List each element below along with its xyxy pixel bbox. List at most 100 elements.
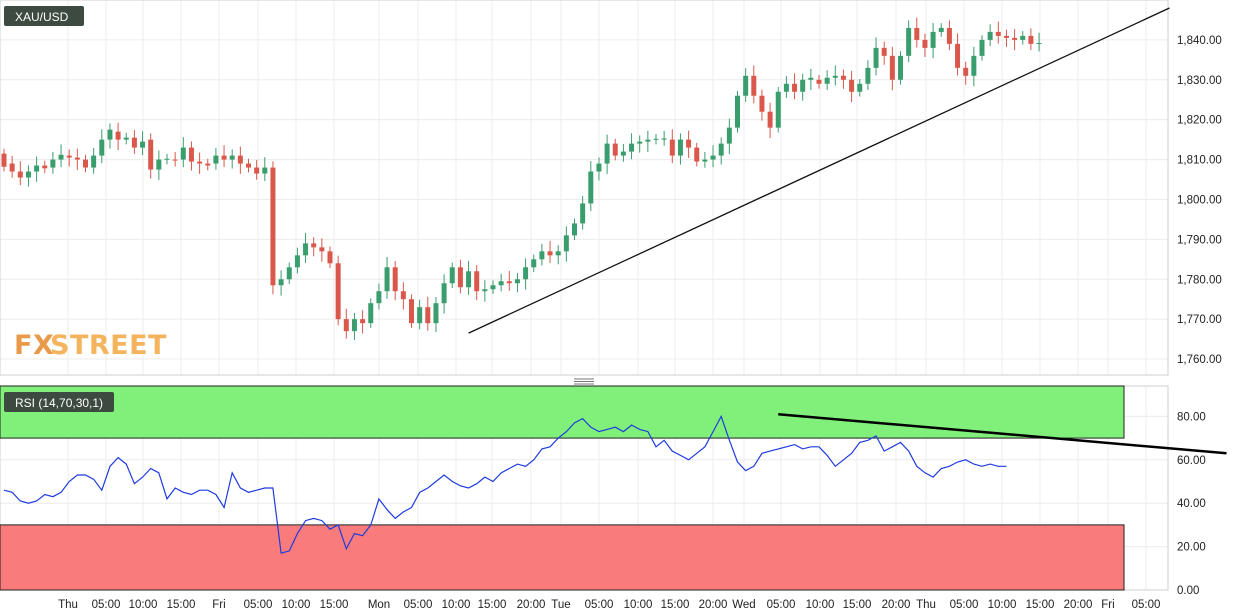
candle-body <box>759 95 765 112</box>
candle-body <box>441 283 447 304</box>
candle <box>824 70 830 90</box>
candle-body <box>221 155 227 160</box>
candle-body <box>343 319 349 332</box>
candle <box>205 158 211 171</box>
candle <box>857 78 863 97</box>
candle-body <box>351 319 357 332</box>
candle <box>563 226 569 262</box>
rsi-badge: RSI (14,70,30,1) <box>4 392 114 412</box>
candle <box>620 144 626 162</box>
candle-body <box>531 259 537 268</box>
candle <box>319 238 325 262</box>
time-tick-label: 05:00 <box>950 599 979 611</box>
candle <box>808 68 814 91</box>
symbol-badge: XAU/USD <box>4 6 84 26</box>
candle <box>735 90 740 133</box>
oversold-band <box>0 524 1125 591</box>
candle <box>270 161 276 295</box>
candle-body <box>74 157 80 160</box>
candle-body <box>775 91 781 128</box>
candle <box>17 161 23 186</box>
candle <box>294 247 300 274</box>
candle-body <box>637 141 643 144</box>
rsi-trendline-segment <box>778 412 1227 455</box>
time-tick-label: 20:00 <box>699 599 728 611</box>
candle-body <box>368 303 374 324</box>
candle-body <box>824 77 830 84</box>
time-tick-label: 15:00 <box>1026 599 1055 611</box>
candle-body <box>588 171 594 204</box>
candle <box>303 232 309 263</box>
candle <box>74 148 80 170</box>
candle <box>971 46 977 87</box>
candle <box>922 33 928 57</box>
candle <box>677 133 683 165</box>
candle <box>726 118 732 154</box>
candle <box>376 283 382 310</box>
candle-body <box>849 79 855 92</box>
candle-body <box>677 139 683 156</box>
candle <box>131 130 137 154</box>
candle-body <box>262 167 268 174</box>
candle <box>237 146 243 174</box>
candle <box>34 156 40 182</box>
rsi-series <box>3 414 1007 554</box>
candle-body <box>743 75 749 96</box>
candle <box>995 21 1001 44</box>
candle-body <box>514 279 520 284</box>
overbought-band <box>0 385 1125 439</box>
candle <box>710 145 716 168</box>
candle <box>229 149 235 169</box>
candle-body <box>865 67 871 84</box>
time-tick-label: 15:00 <box>661 599 690 611</box>
candle <box>278 270 284 296</box>
candle-body <box>653 138 659 140</box>
price-tick-label: 1,810.00 <box>1177 155 1222 167</box>
candle <box>335 255 341 326</box>
candle-body <box>840 75 846 80</box>
candle <box>1 148 7 172</box>
candle-body <box>914 27 920 40</box>
candle <box>42 160 48 174</box>
pane-resize-handle[interactable] <box>574 378 594 385</box>
candle <box>547 240 553 263</box>
candle-body <box>140 141 146 148</box>
candle-body <box>327 251 333 264</box>
candle <box>889 46 895 91</box>
candle <box>172 151 178 167</box>
candle-body <box>17 171 23 178</box>
candle-body <box>311 243 317 248</box>
price-tick-label: 1,760.00 <box>1177 354 1222 366</box>
candle-body <box>702 159 708 162</box>
candle-body <box>686 139 692 148</box>
candle-body <box>987 31 993 40</box>
candle-body <box>1 153 7 167</box>
candle <box>743 68 749 102</box>
candle <box>417 299 423 330</box>
candle-body <box>906 27 912 56</box>
candle <box>938 23 944 37</box>
candle-body <box>164 158 170 160</box>
rsi-line <box>3 414 1007 554</box>
candle <box>669 129 675 164</box>
candle <box>694 142 700 167</box>
candle-body <box>172 159 178 161</box>
rsi-tick-label: 40.00 <box>1177 498 1206 510</box>
candle <box>539 243 545 266</box>
candle-body <box>604 143 610 164</box>
candle-body <box>580 203 586 224</box>
candle-body <box>91 155 97 168</box>
candle-body <box>83 159 88 168</box>
candle-body <box>107 129 113 140</box>
time-tick-label: 20:00 <box>882 599 911 611</box>
trendline <box>468 7 1170 334</box>
candle-body <box>873 47 879 68</box>
candle-body <box>417 307 423 324</box>
watermark-fx: FX <box>14 330 54 361</box>
candle-body <box>123 137 129 140</box>
candle <box>107 123 113 149</box>
candle-body <box>596 163 602 172</box>
candle <box>115 122 121 150</box>
candle-body <box>25 171 31 178</box>
